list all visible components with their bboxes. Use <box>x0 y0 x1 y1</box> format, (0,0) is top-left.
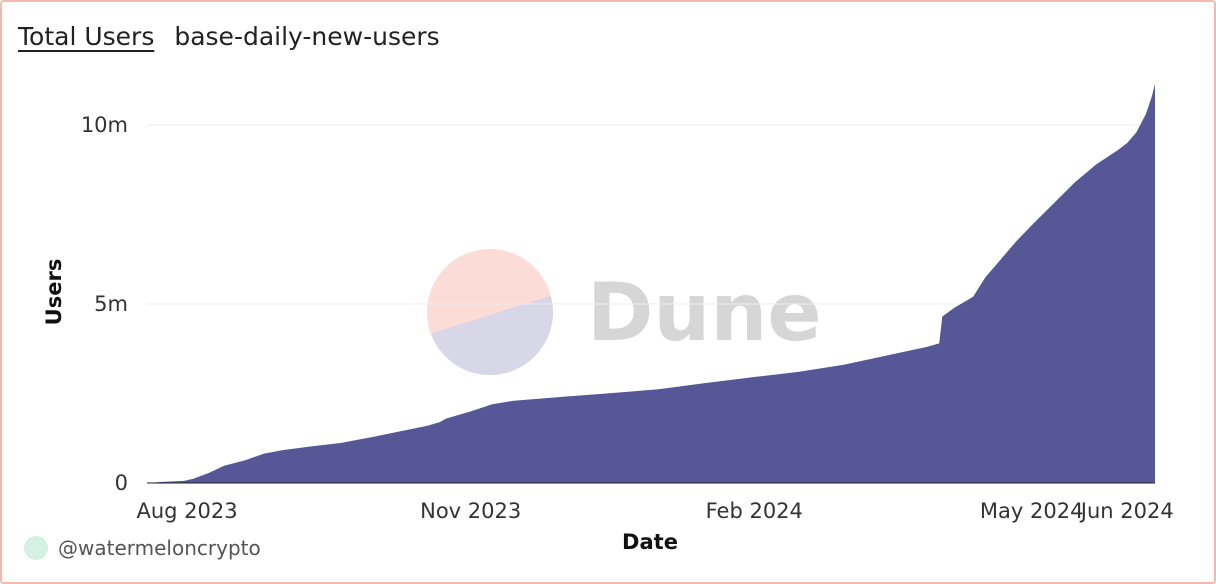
chart-header: Total Users base-daily-new-users <box>18 22 440 56</box>
y-tick-label: 0 <box>115 471 128 495</box>
y-axis-label: Users <box>42 259 66 326</box>
series-area <box>147 83 1155 484</box>
x-axis-label: Date <box>622 530 678 554</box>
watermark-text: Dune <box>587 266 822 359</box>
avatar <box>24 536 48 560</box>
y-axis-ticks: 0 5m 10m <box>81 113 1155 495</box>
x-tick-label: Nov 2023 <box>420 499 521 523</box>
y-tick-label: 10m <box>81 113 128 137</box>
x-tick-label: Aug 2023 <box>137 499 238 523</box>
chart-footer: @watermeloncrypto <box>24 536 261 560</box>
x-tick-label: May 2024 <box>980 499 1084 523</box>
y-tick-label: 5m <box>94 292 128 316</box>
chart-title-link[interactable]: Total Users <box>18 22 155 51</box>
x-tick-label: Jun 2024 <box>1079 499 1174 523</box>
x-tick-label: Feb 2024 <box>706 499 803 523</box>
author-handle[interactable]: @watermeloncrypto <box>58 536 261 560</box>
dune-logo-lower-half <box>430 295 553 375</box>
dune-watermark: Dune <box>427 249 822 375</box>
chart-subtitle: base-daily-new-users <box>174 22 440 51</box>
